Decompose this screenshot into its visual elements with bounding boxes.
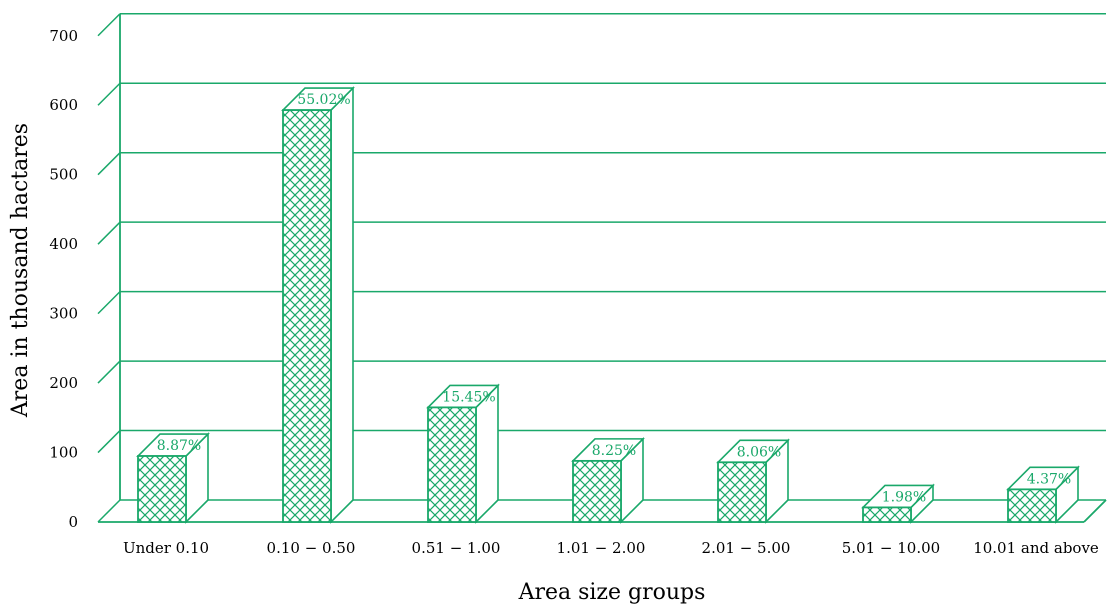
x-tick-label: 1.01 − 2.00: [557, 539, 646, 557]
bar-value-label: 8.25%: [592, 443, 636, 459]
y-tick-label: 100: [49, 444, 78, 462]
grid-depth-300: [97, 291, 121, 315]
bar-front: [862, 506, 912, 523]
x-tick-label: 2.01 − 5.00: [702, 539, 791, 557]
bar-value-label: 4.37%: [1027, 471, 1071, 487]
bar-value-label: 15.45%: [442, 389, 495, 405]
bar-value-label: 1.98%: [882, 489, 926, 505]
floor-right-edge: [1083, 499, 1107, 523]
bar-front: [282, 109, 332, 523]
y-axis-title: Area in thousand hactares: [8, 123, 33, 418]
bar: [861, 483, 935, 524]
bar: [716, 438, 790, 524]
x-tick-label: 0.10 − 0.50: [267, 539, 356, 557]
bar: [1006, 465, 1080, 524]
bar-side: [475, 383, 499, 524]
y-tick-label: 0: [68, 513, 78, 531]
bar: [136, 432, 210, 524]
bar-front: [1007, 488, 1057, 523]
bar-front: [717, 461, 767, 523]
x-tick-label: 5.01 − 10.00: [842, 539, 940, 557]
bar: [281, 86, 355, 524]
grid-depth-200: [97, 360, 121, 384]
bar-front: [137, 455, 187, 523]
x-tick-label: Under 0.10: [123, 539, 209, 557]
y-tick-label: 500: [49, 166, 78, 184]
bar-layer: [136, 86, 1080, 524]
y-tick-label: 600: [49, 96, 78, 114]
x-axis-title: Area size groups: [518, 580, 706, 605]
grid-depth-0: [97, 499, 121, 523]
bar: [571, 436, 645, 524]
grid-depth-100: [97, 430, 121, 454]
x-tick-label: 10.01 and above: [973, 539, 1099, 557]
grid-depth-400: [97, 221, 121, 245]
grid-depth-500: [97, 152, 121, 176]
bar-front: [572, 459, 622, 523]
y-tick-label: 700: [49, 27, 78, 45]
bar: [426, 383, 500, 524]
y-tick-label: 300: [49, 305, 78, 323]
grid-depth-600: [97, 82, 121, 106]
bar-side: [330, 86, 354, 524]
bar-value-label: 8.87%: [157, 438, 201, 454]
y-tick-label: 200: [49, 374, 78, 392]
bar-value-label: 55.02%: [297, 92, 350, 108]
x-tick-label: 0.51 − 1.00: [412, 539, 501, 557]
bar-value-label: 8.06%: [737, 444, 781, 460]
y-tick-label: 400: [49, 235, 78, 253]
bar-front: [427, 406, 477, 523]
label-layer: 0 100 200 300 400 500 600 700 8.87% Under 0.10 55.…: [49, 27, 1099, 557]
grid-depth-700: [97, 13, 121, 37]
